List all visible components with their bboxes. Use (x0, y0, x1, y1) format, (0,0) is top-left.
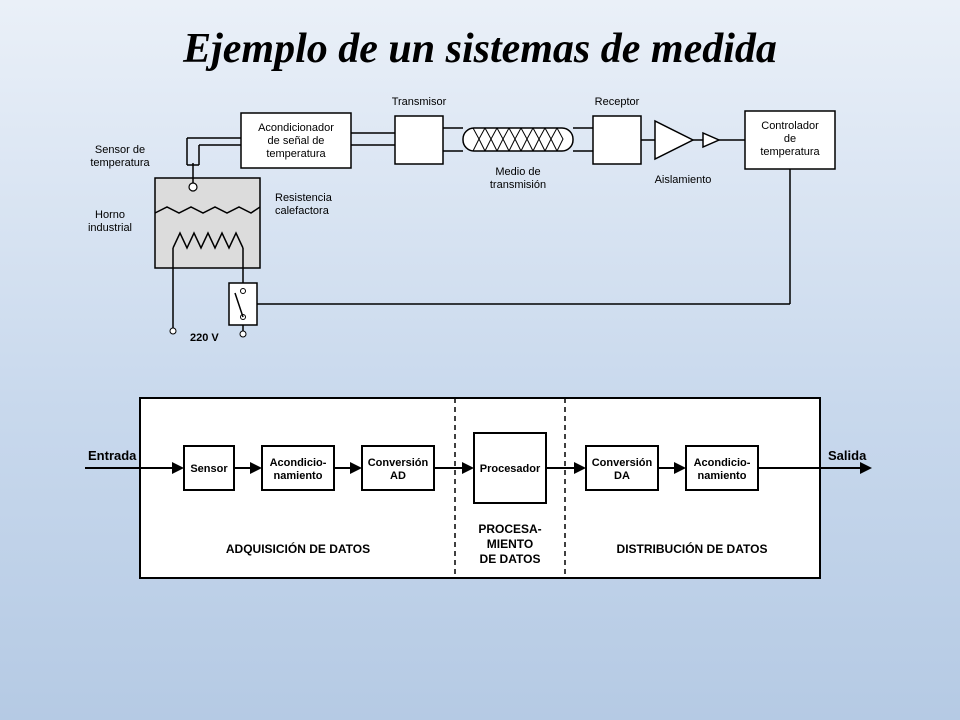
acond2-l2: namiento (698, 470, 747, 482)
horno-box (155, 178, 260, 268)
convda-l2: DA (614, 470, 630, 482)
resist-l1: Resistencia (275, 192, 333, 204)
control-l3: temperatura (760, 146, 820, 158)
transmisor-box (395, 116, 443, 164)
voltage-switch (170, 169, 790, 337)
sensor-label-1: Sensor de (95, 144, 145, 156)
resist-l2: calefactora (275, 205, 330, 217)
section2-l1: PROCESA- (478, 522, 541, 536)
aislamiento (641, 121, 745, 159)
salida-label: Salida (828, 448, 867, 463)
medio-transmision (443, 128, 593, 151)
aislamiento-label: Aislamiento (655, 174, 712, 186)
bottom-diagram: Entrada Sensor Acondicio- namiento Conve… (80, 388, 880, 598)
section2-l2: MIENTO (487, 537, 533, 551)
section1-label: ADQUISICIÓN DE DATOS (226, 541, 370, 556)
control-l2: de (784, 133, 796, 145)
section2-l3: DE DATOS (480, 552, 541, 566)
control-l1: Controlador (761, 120, 819, 132)
sensor-label-2: temperatura (90, 157, 150, 169)
sensor-box-label: Sensor (190, 463, 228, 475)
receptor-box (593, 116, 641, 164)
sensor-probe (189, 183, 197, 191)
section3-label: DISTRIBUCIÓN DE DATOS (617, 541, 768, 556)
horno-label-2: industrial (88, 222, 132, 234)
receptor-label: Receptor (595, 96, 640, 108)
horno-label-1: Horno (95, 209, 125, 221)
top-diagram: Horno industrial Sensor de temperatura A… (55, 83, 905, 373)
procesador-label: Procesador (480, 463, 541, 475)
medio-l1: Medio de (495, 166, 540, 178)
medio-l2: transmisión (490, 179, 546, 191)
acond-l1: Acondicionador (258, 122, 334, 134)
convad-l2: AD (390, 470, 406, 482)
transmisor-label: Transmisor (392, 96, 447, 108)
acond1-l1: Acondicio- (270, 457, 327, 469)
acond1-l2: namiento (274, 470, 323, 482)
page-title: Ejemplo de un sistemas de medida (0, 0, 960, 73)
convad-l1: Conversión (368, 457, 429, 469)
acond-l3: temperatura (266, 148, 326, 160)
acond-l2: de señal de (268, 135, 325, 147)
voltage-label: 220 V (190, 332, 219, 344)
entrada-label: Entrada (88, 448, 137, 463)
acond2-l1: Acondicio- (694, 457, 751, 469)
convda-l1: Conversión (592, 457, 653, 469)
